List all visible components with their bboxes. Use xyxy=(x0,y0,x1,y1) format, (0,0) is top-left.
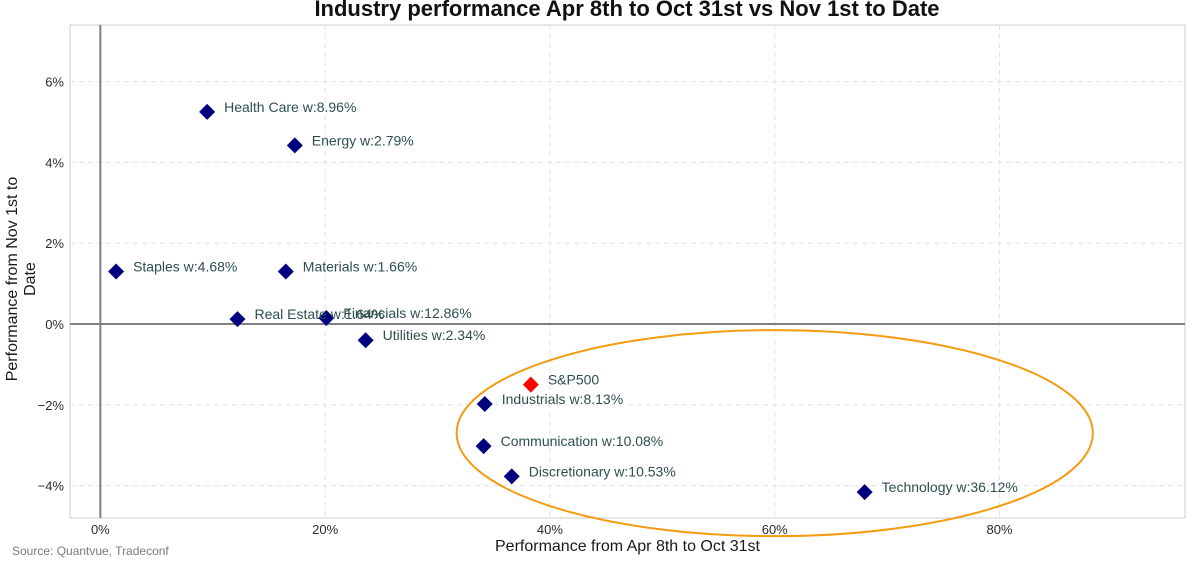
data-labels: Health Care w:8.96% Energy w:2.79% Staples… xyxy=(133,99,1018,495)
data-point-marker xyxy=(286,137,303,154)
x-tick-label: 60% xyxy=(762,522,788,537)
data-point-marker xyxy=(199,103,216,120)
y-tick-label: 6% xyxy=(45,75,64,90)
data-point-marker xyxy=(277,263,294,280)
data-point-label: Communication w:10.08% xyxy=(501,433,664,449)
y-tick-label: −2% xyxy=(38,398,65,413)
highlight-ellipse-layer xyxy=(455,329,1094,538)
highlight-ellipse xyxy=(455,329,1094,538)
data-point-marker xyxy=(475,438,492,455)
data-point-label: Health Care w:8.96% xyxy=(224,99,356,115)
zero-reference-lines xyxy=(70,25,1185,518)
data-point-label: Staples w:4.68% xyxy=(133,259,237,275)
x-axis-label: Performance from Apr 8th to Oct 31st xyxy=(495,538,760,555)
data-point-label: Utilities w:2.34% xyxy=(383,327,486,343)
y-tick-label: 0% xyxy=(45,317,64,332)
chart-title: Industry performance Apr 8th to Oct 31st… xyxy=(314,0,940,21)
data-point-label: Discretionary w:10.53% xyxy=(529,463,676,479)
source-note: Source: Quantvue, Tradeconf xyxy=(12,544,169,558)
axis-ticks: 0% 20% 40% 60% 80% −4% −2% 0% 2% 4% 6% xyxy=(38,75,1013,537)
data-point-marker xyxy=(503,468,520,485)
data-point-label: Financials w:12.86% xyxy=(343,305,471,321)
y-tick-label: 4% xyxy=(45,155,64,170)
data-point-label: Real Estate w:1.64% xyxy=(254,306,384,322)
data-points xyxy=(108,103,873,501)
data-point-label: Industrials w:8.13% xyxy=(502,391,623,407)
x-tick-label: 20% xyxy=(312,522,338,537)
data-point-label: Energy w:2.79% xyxy=(312,132,414,148)
data-point-marker xyxy=(522,376,539,393)
data-point-label: S&P500 xyxy=(548,372,600,388)
data-point-marker xyxy=(357,332,374,349)
data-point-marker xyxy=(476,396,493,413)
x-tick-label: 40% xyxy=(537,522,563,537)
data-point-marker xyxy=(229,311,246,328)
data-point-marker xyxy=(318,309,335,326)
data-point-label: Materials w:1.66% xyxy=(303,259,417,275)
x-tick-label: 0% xyxy=(91,522,110,537)
y-tick-label: −4% xyxy=(38,479,65,494)
y-tick-label: 2% xyxy=(45,236,64,251)
y-axis-label: Performance from Nov 1st to Date xyxy=(4,176,39,382)
x-tick-label: 80% xyxy=(987,522,1013,537)
data-point-marker xyxy=(856,484,873,501)
data-point-label: Technology w:36.12% xyxy=(882,479,1018,495)
data-point-marker xyxy=(108,263,125,280)
